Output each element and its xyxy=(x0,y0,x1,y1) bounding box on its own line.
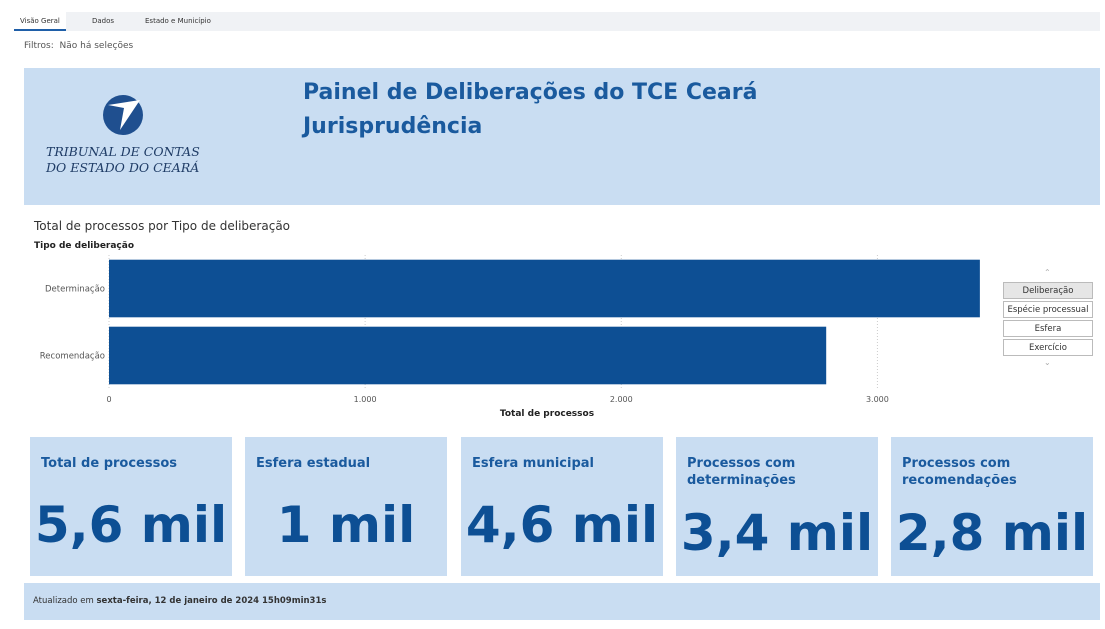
page-subtitle: Jurisprudência xyxy=(303,114,483,139)
logo-icon xyxy=(103,95,143,135)
tab[interactable]: Estado e Município xyxy=(145,17,211,25)
x-tick-label: 1.000 xyxy=(354,395,377,404)
x-tick-label: 3.000 xyxy=(866,395,889,404)
kpi-card: Esfera municipal 4,6 mil xyxy=(461,437,663,576)
kpi-value: 2,8 mil xyxy=(895,504,1089,562)
y-tick-label: Determinação xyxy=(45,285,105,295)
field-button[interactable]: Esfera xyxy=(1003,320,1093,337)
footer-date: sexta-feira, 12 de janeiro de 2024 15h09… xyxy=(96,596,327,606)
x-tick-label: 0 xyxy=(106,395,111,404)
kpi-title: Esfera municipal xyxy=(472,456,595,471)
page-title: Painel de Deliberações do TCE Ceará xyxy=(303,80,758,105)
field-button[interactable]: Espécie processual xyxy=(1003,301,1093,318)
kpi-value: 3,4 mil xyxy=(680,504,874,562)
kpi-value: 1 mil xyxy=(276,496,416,554)
kpi-title: Processos com recomendações xyxy=(902,456,1017,488)
scroll-up[interactable]: ⌃ xyxy=(1044,268,1051,277)
filters-label: Filtros: xyxy=(24,41,54,51)
tab-bar: Visão Geral Dados Estado e Município xyxy=(14,12,1100,31)
kpi-title: Total de processos xyxy=(41,456,178,471)
kpi-card: Total de processos 5,6 mil xyxy=(30,437,232,576)
field-button[interactable]: Exercício xyxy=(1003,339,1093,356)
kpi-card: Processos com determinações 3,4 mil xyxy=(676,437,878,576)
footer-prefix: Atualizado em xyxy=(33,596,94,606)
filters: Filtros: Não há seleções xyxy=(24,41,133,51)
y-tick-label: Recomendação xyxy=(40,352,105,362)
kpi-card: Esfera estadual 1 mil xyxy=(245,437,447,576)
kpi-value: 4,6 mil xyxy=(465,496,659,554)
header-panel xyxy=(24,68,1100,205)
logo-text: TRIBUNAL DE CONTAS xyxy=(46,144,200,159)
x-axis-title: Total de processos xyxy=(500,409,594,419)
logo-text: DO ESTADO DO CEARÁ xyxy=(46,160,200,175)
tab[interactable]: Visão Geral xyxy=(14,12,66,31)
kpi-title: Processos com determinações xyxy=(687,456,796,488)
kpi-value: 5,6 mil xyxy=(34,496,228,554)
chart-title: Total de processos por Tipo de deliberaç… xyxy=(33,219,290,233)
x-tick-label: 2.000 xyxy=(610,395,633,404)
scroll-down[interactable]: ⌄ xyxy=(1044,358,1051,367)
kpi-card: Processos com recomendações 2,8 mil xyxy=(891,437,1093,576)
footer: Atualizado em sexta-feira, 12 de janeiro… xyxy=(24,583,1100,620)
chart: Total de processos por Tipo de deliberaç… xyxy=(33,219,980,419)
filters-value: Não há seleções xyxy=(59,41,134,51)
tab[interactable]: Dados xyxy=(92,17,115,25)
bar xyxy=(109,259,980,318)
bar xyxy=(109,326,827,385)
kpi-title: Esfera estadual xyxy=(256,456,371,471)
y-axis-title: Tipo de deliberação xyxy=(34,241,134,251)
field-button[interactable]: Deliberação xyxy=(1003,282,1093,299)
